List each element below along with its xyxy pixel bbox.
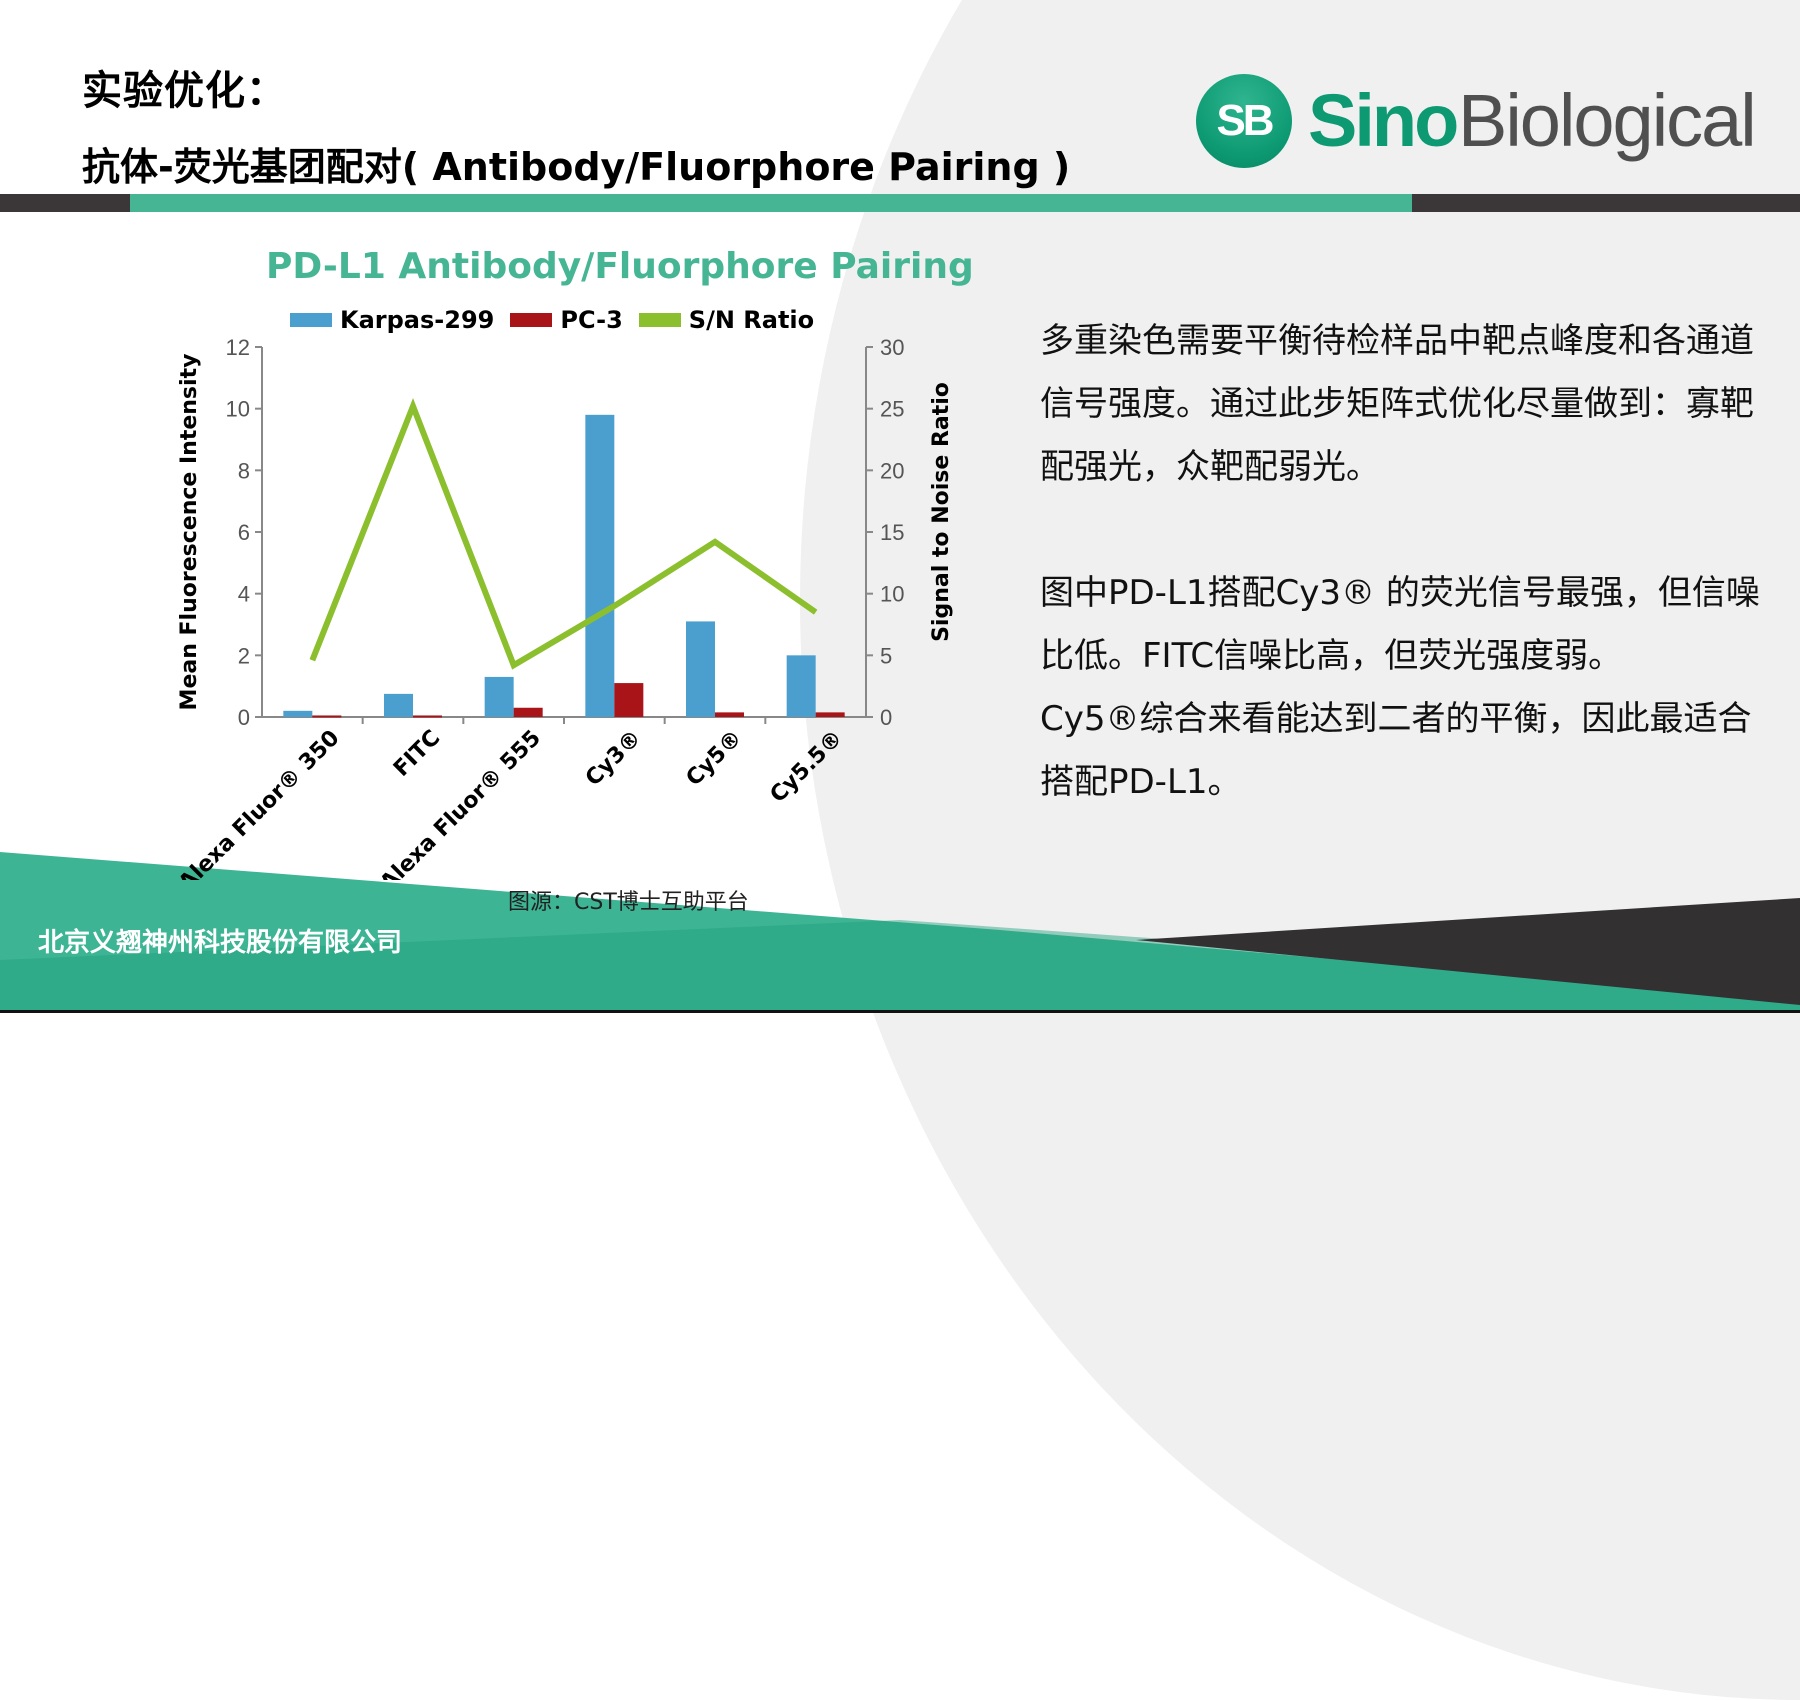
- company-name: 北京义翘神州科技股份有限公司: [38, 928, 403, 958]
- legend-item-pc3: PC-3: [510, 306, 623, 334]
- bar-pc-3: [715, 712, 744, 717]
- right-axis-title: Signal to Noise Ratio: [929, 382, 954, 642]
- bar-pc-3: [815, 712, 845, 717]
- bar-karpas-299: [585, 414, 615, 717]
- legend-swatch-pc3: [510, 313, 553, 327]
- description-paragraph-2: 图中PD-L1搭配Cy3® 的荧光信号最强，但信噪比低。FITC信噪比高，但荧光…: [1040, 562, 1760, 814]
- left-axis-tick-label: 6: [238, 520, 250, 545]
- image-source-note: 图源：CST博士互助平台: [508, 890, 749, 915]
- left-axis-tick-label: 4: [238, 582, 250, 607]
- header-divider-green: [130, 194, 1412, 212]
- slide-subtitle: 抗体-荧光基团配对( Antibody/Fluorphore Pairing ): [82, 145, 1071, 189]
- right-axis-tick-label: 0: [880, 705, 892, 730]
- right-axis-tick-label: 5: [880, 643, 892, 668]
- logo-text-biological: Biological: [1458, 79, 1757, 162]
- header-divider-dark-right: [1412, 194, 1800, 212]
- x-axis-category-label: Cy5®: [682, 726, 748, 792]
- pd-l1-chart: 0 2 4 6 8 10 12 0 5 10 15 20 25 30 Alexa Fluor® 350 FIT…: [174, 335, 954, 880]
- left-axis-tick-label: 2: [238, 643, 250, 668]
- description-paragraph-2-line1: 图中PD-L1搭配Cy3® 的荧光信号最强，但信噪比低。FITC信噪比高，但荧光…: [1040, 573, 1760, 676]
- right-axis-tick-label: 20: [880, 458, 904, 483]
- legend-swatch-karpas: [290, 313, 332, 327]
- left-axis-tick-label: 12: [226, 335, 250, 360]
- x-axis-category-label: Cy5.5®: [766, 726, 848, 808]
- x-axis-category-label: Alexa Fluor® 350: [174, 726, 344, 880]
- right-axis-tick-label: 15: [880, 520, 904, 545]
- legend-label-pc3: PC-3: [560, 306, 623, 334]
- left-axis-tick-label: 0: [238, 705, 250, 730]
- left-axis-tick-label: 10: [226, 397, 250, 422]
- sino-biological-logo: SB Sino Biological: [1196, 74, 1757, 170]
- left-axis-tick-label: 8: [238, 458, 250, 483]
- bar-karpas-299: [484, 676, 514, 717]
- bar-pc-3: [413, 715, 442, 718]
- bar-pc-3: [312, 715, 342, 718]
- legend-label-karpas: Karpas-299: [340, 306, 495, 334]
- x-axis-category-label: Cy3®: [581, 726, 647, 792]
- bar-pc-3: [614, 683, 644, 717]
- bar-karpas-299: [786, 655, 816, 717]
- chart-legend: Karpas-299 PC-3 S/N Ratio: [290, 306, 814, 334]
- bar-karpas-299: [384, 693, 413, 717]
- logo-mark-icon: SB: [1196, 74, 1292, 168]
- legend-label-sn: S/N Ratio: [688, 306, 815, 334]
- header-divider-dark-left: [0, 194, 130, 212]
- right-axis-tick-label: 10: [880, 582, 904, 607]
- x-axis-category-label: Alexa Fluor® 555: [376, 726, 546, 880]
- right-axis-tick-label: 30: [880, 335, 904, 360]
- legend-swatch-sn: [638, 313, 681, 327]
- bar-pc-3: [513, 707, 543, 717]
- legend-item-sn-ratio: S/N Ratio: [638, 306, 815, 334]
- legend-item-karpas: Karpas-299: [290, 306, 494, 334]
- description-paragraph-2-line2: Cy5®综合来看能达到二者的平衡，因此最适合搭配PD-L1。: [1040, 699, 1752, 802]
- slide-title: 实验优化：: [82, 68, 287, 114]
- x-axis-category-label: FITC: [389, 726, 445, 782]
- footer-decoration: [0, 852, 1800, 1013]
- bar-karpas-299: [283, 710, 313, 717]
- left-axis-title: Mean Fluorescence Intensity: [177, 354, 202, 711]
- bar-karpas-299: [686, 621, 715, 717]
- right-axis-tick-label: 25: [880, 397, 904, 422]
- chart-title: PD-L1 Antibody/Fluorphore Pairing: [266, 246, 974, 287]
- logo-text-sino: Sino: [1308, 79, 1459, 162]
- description-paragraph-1: 多重染色需要平衡待检样品中靶点峰度和各通道信号强度。通过此步矩阵式优化尽量做到：…: [1040, 321, 1754, 487]
- sn-ratio-line: [309, 397, 818, 670]
